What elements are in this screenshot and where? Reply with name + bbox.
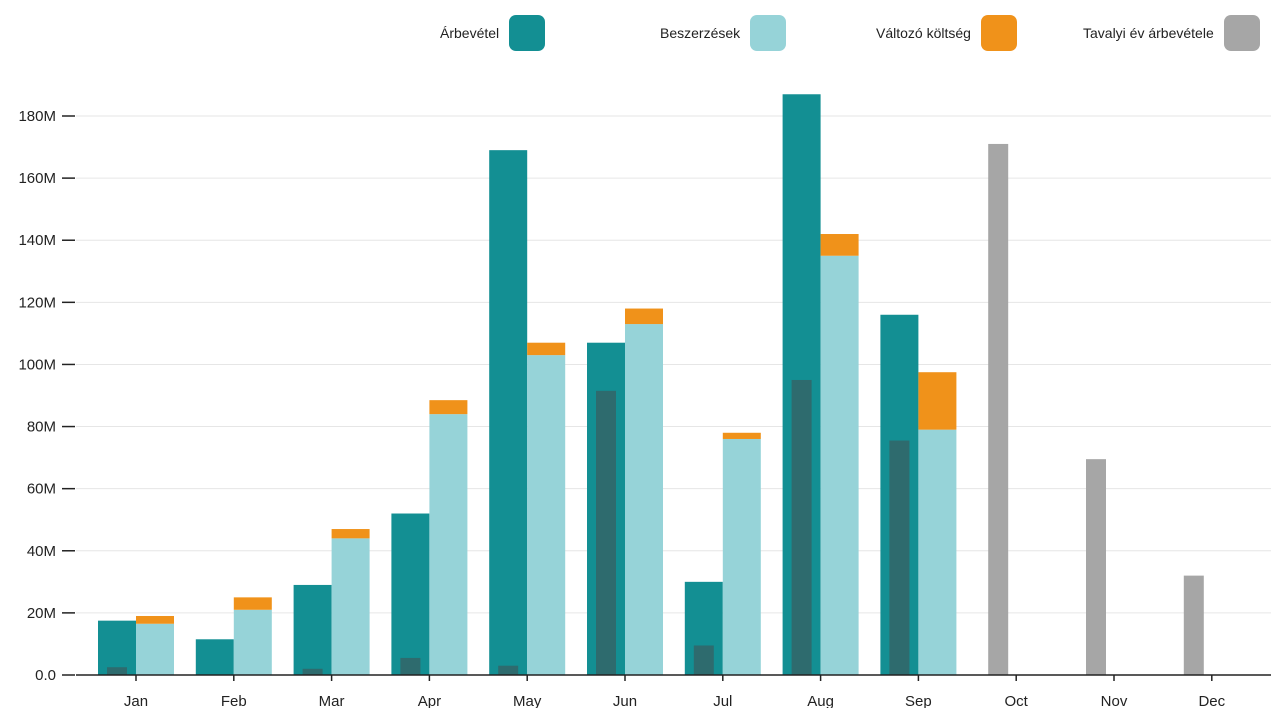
y-tick-label: 80M xyxy=(27,419,56,436)
bar-inner xyxy=(889,440,910,675)
y-tick-label: 20M xyxy=(27,605,56,622)
bar-inner xyxy=(596,390,616,675)
legend-swatch-revenue xyxy=(509,15,546,51)
x-tick-label: Sep xyxy=(905,693,932,708)
x-tick-label: Apr xyxy=(418,693,441,708)
x-tick-label: May xyxy=(513,693,542,708)
bar-variable-cost xyxy=(429,400,468,415)
x-tick-label: Jul xyxy=(713,693,732,708)
bar-inner xyxy=(498,665,519,675)
legend-swatch-last-year xyxy=(1223,15,1260,51)
bar-purchases xyxy=(136,623,174,675)
legend: Árbevétel Beszerzések Változó költség Ta… xyxy=(0,15,1271,51)
bar-revenue xyxy=(98,620,136,675)
bar-inner xyxy=(400,657,421,675)
y-tick-label: 100M xyxy=(18,356,56,373)
x-tick-label: Jan xyxy=(124,693,148,708)
bar-purchases xyxy=(722,438,761,675)
bar-purchases xyxy=(918,429,957,675)
legend-label-revenue: Árbevétel xyxy=(440,25,500,41)
x-tick-label: Dec xyxy=(1198,693,1225,708)
bar-last-year xyxy=(988,143,1009,675)
legend-item-revenue[interactable]: Árbevétel xyxy=(440,15,546,51)
bar-variable-cost xyxy=(820,234,859,256)
legend-label-last-year: Tavalyi év árbevétele xyxy=(1083,25,1214,41)
bar-revenue xyxy=(195,639,234,675)
bar-last-year xyxy=(1183,575,1204,675)
bar-variable-cost xyxy=(331,529,370,539)
x-tick-label: Oct xyxy=(1005,693,1029,708)
x-tick-label: Aug xyxy=(807,693,834,708)
bar-variable-cost xyxy=(625,308,663,325)
y-tick-label: 60M xyxy=(27,481,56,498)
bar-purchases xyxy=(820,255,859,675)
bar-variable-cost xyxy=(918,372,957,430)
bar-variable-cost xyxy=(527,342,566,356)
bar-purchases xyxy=(429,414,468,675)
bar-revenue xyxy=(293,584,332,675)
legend-swatch-purchases xyxy=(750,15,787,51)
legend-item-variable-cost[interactable]: Változó költség xyxy=(876,15,1017,51)
bar-purchases xyxy=(331,538,370,675)
bar-purchases xyxy=(233,609,272,675)
x-tick-label: Feb xyxy=(221,693,247,708)
x-tick-label: Nov xyxy=(1101,693,1128,708)
bar-purchases xyxy=(527,355,566,675)
y-tick-label: 180M xyxy=(18,108,56,125)
y-tick-label: 140M xyxy=(18,232,56,249)
bar-inner xyxy=(693,645,714,675)
bar-inner xyxy=(107,667,127,675)
bar-revenue xyxy=(391,513,430,675)
y-tick-label: 160M xyxy=(18,170,56,187)
legend-swatch-variable-cost xyxy=(980,15,1017,51)
bar-variable-cost xyxy=(722,432,761,439)
legend-item-purchases[interactable]: Beszerzések xyxy=(660,15,787,51)
bar-purchases xyxy=(625,324,663,675)
legend-label-purchases: Beszerzések xyxy=(660,25,741,41)
y-tick-label: 120M xyxy=(18,294,56,311)
bar-inner xyxy=(791,379,812,675)
legend-label-variable-cost: Változó költség xyxy=(876,25,971,41)
bar-last-year xyxy=(1086,459,1106,675)
bar-variable-cost xyxy=(233,597,272,610)
x-tick-label: Mar xyxy=(319,693,345,708)
y-tick-label: 0.0 xyxy=(35,667,56,684)
bar-variable-cost xyxy=(136,615,174,624)
y-tick-label: 40M xyxy=(27,543,56,560)
legend-item-last-year[interactable]: Tavalyi év árbevétele xyxy=(1083,15,1260,51)
bar-inner xyxy=(302,668,323,675)
bar-revenue xyxy=(489,150,528,675)
x-tick-label: Jun xyxy=(613,693,637,708)
